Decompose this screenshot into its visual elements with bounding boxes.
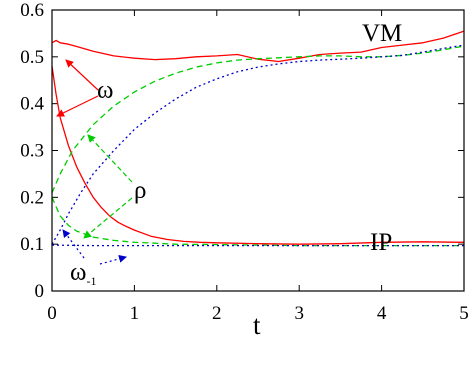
x-axis-ticks: 0 1 2 3 4 5 <box>47 10 469 324</box>
x-tick-label: 1 <box>130 303 140 324</box>
series-line-omega-ip <box>51 66 465 245</box>
x-tick-label: 3 <box>294 303 304 324</box>
y-tick-label: 0.5 <box>20 47 44 68</box>
x-tick-label: 5 <box>459 303 469 324</box>
annotation-arrows <box>56 59 133 265</box>
omega-label: ω <box>97 77 113 104</box>
series-line-rho-ip <box>51 197 464 247</box>
y-tick-label: 0.4 <box>20 94 44 115</box>
y-tick-label: 0 <box>35 281 45 302</box>
omega-arrow-lower <box>56 95 99 117</box>
rho-arrow-lower <box>83 197 133 239</box>
rho-label: ρ <box>134 177 146 204</box>
y-tick-label: 0.2 <box>20 187 44 208</box>
x-tick-label: 0 <box>47 303 57 324</box>
plot-frame <box>51 9 465 292</box>
omega-arrow-upper <box>65 59 99 91</box>
series-line-omega-vm <box>51 30 465 63</box>
ip-label: IP <box>370 229 392 256</box>
x-tick-label: 4 <box>377 303 387 324</box>
y-tick-label: 0.6 <box>20 0 44 21</box>
y-tick-label: 0.1 <box>20 234 44 255</box>
omega-minus1-base: ω <box>70 259 86 286</box>
y-axis-ticks: 0 0.1 0.2 0.3 0.4 0.5 0.6 <box>20 0 464 302</box>
series-line-omega-minus1-vm <box>51 44 465 245</box>
x-tick-label: 2 <box>212 303 222 324</box>
series-line-rho-vm <box>51 45 465 193</box>
rho-arrow-upper <box>87 134 133 183</box>
vm-label: VM <box>362 20 402 47</box>
y-tick-label: 0.3 <box>20 141 44 162</box>
series-line-omega-minus1-ip <box>51 244 464 247</box>
omega-minus1-arrow-upper <box>62 229 85 259</box>
omega-minus1-label: ω-1 <box>70 259 96 288</box>
x-axis-label: t <box>253 310 261 340</box>
omega-minus1-sub: -1 <box>86 274 96 288</box>
series-group <box>51 30 465 247</box>
omega-minus1-arrow-lower <box>99 254 127 265</box>
